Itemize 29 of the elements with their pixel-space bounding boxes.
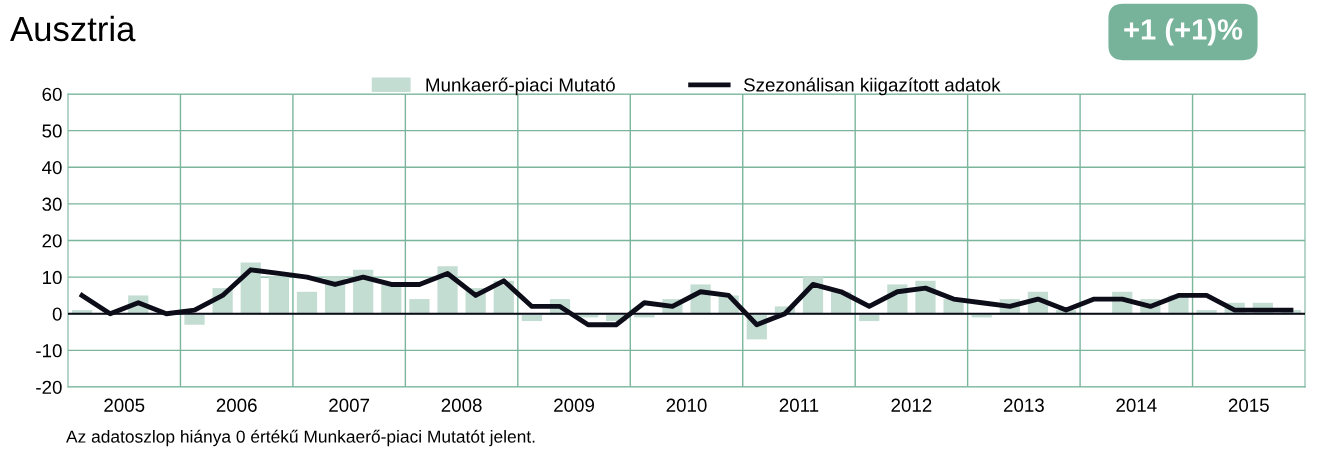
- bar: [268, 277, 289, 314]
- y-tick-label: 10: [43, 270, 62, 285]
- x-tick-label: 2010: [666, 398, 707, 412]
- x-tick-label: 2012: [891, 398, 932, 412]
- x-tick-label: 2011: [779, 398, 819, 412]
- y-tick-label: 40: [42, 160, 62, 175]
- x-tick-label: 2007: [329, 398, 370, 412]
- bar: [184, 313, 205, 325]
- x-tick-label: 2013: [1003, 398, 1044, 412]
- x-tick-label: 2008: [441, 398, 482, 412]
- legend-label: Munkaerő-piaci Mutató: [426, 77, 615, 96]
- text: Az adatoszlop hiánya 0 értékű Munkaerő-piaci Mutatót jelent.: [66, 429, 535, 447]
- text: +1 (+1)%: [1124, 18, 1243, 46]
- x-tick-label: 2014: [1116, 398, 1157, 412]
- x-tick-label: 2015: [1228, 398, 1269, 412]
- x-tick-label: 2009: [554, 398, 595, 412]
- y-tick-label: 50: [42, 124, 62, 138]
- y-tick-label: 60: [42, 87, 62, 101]
- x-tick-label: 2006: [216, 398, 257, 412]
- bar: [409, 299, 430, 314]
- bar: [296, 291, 318, 314]
- x-tick-label: 2005: [104, 398, 145, 412]
- legend-label: Szezonálisan kiigazított adatok: [743, 77, 1001, 96]
- y-tick-label: -20: [36, 380, 62, 394]
- chart-title: Ausztria: [10, 15, 136, 42]
- y-tick-label: -10: [36, 344, 62, 358]
- y-tick-label: 20: [42, 234, 62, 248]
- y-tick-label: 0: [52, 307, 62, 321]
- y-tick-label: 30: [42, 197, 62, 211]
